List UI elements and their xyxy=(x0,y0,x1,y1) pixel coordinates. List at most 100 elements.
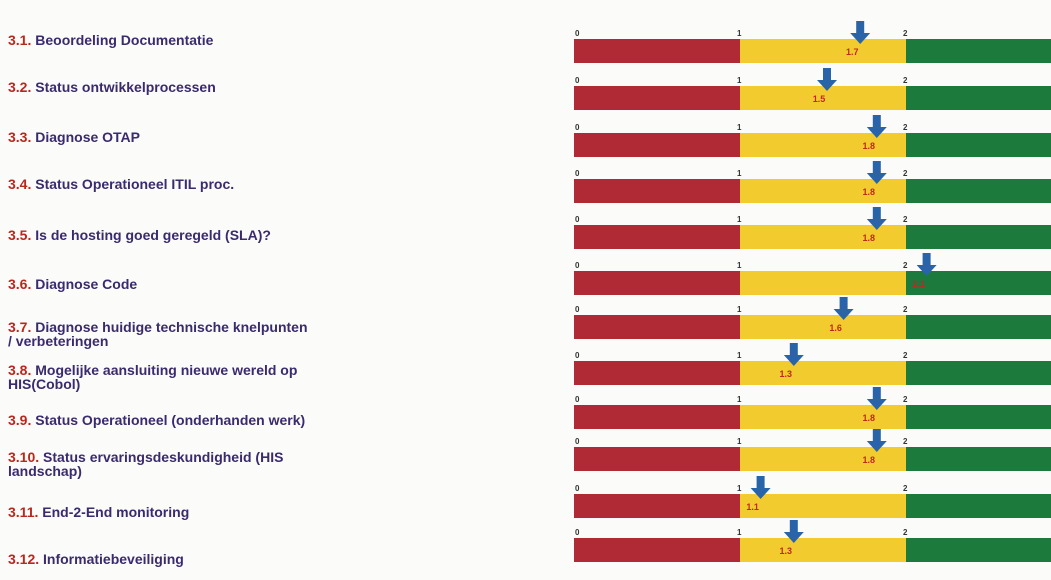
score-arrow-marker xyxy=(866,387,887,410)
tick-label: 2 xyxy=(903,76,908,85)
green-band xyxy=(906,179,1051,203)
tick-label: 2 xyxy=(903,169,908,178)
value-label: 1.3 xyxy=(780,369,793,379)
red-band xyxy=(574,86,740,110)
tick-label: 1 xyxy=(737,76,742,85)
score-row: 3.10. Status ervaringsdeskundigheid (HIS… xyxy=(8,429,1051,479)
red-band xyxy=(574,494,740,518)
green-band xyxy=(906,494,1051,518)
score-arrow-marker xyxy=(866,207,887,230)
row-label: 3.5. Is de hosting goed geregeld (SLA)? xyxy=(8,227,271,243)
tick-label: 2 xyxy=(903,261,908,270)
score-row: 3.5. Is de hosting goed geregeld (SLA)? 0… xyxy=(8,207,1051,249)
red-band xyxy=(574,315,740,339)
tick-label: 0 xyxy=(575,437,580,446)
value-label: 1.3 xyxy=(780,546,793,556)
tick-label: 1 xyxy=(737,305,742,314)
green-band xyxy=(906,133,1051,157)
red-band xyxy=(574,133,740,157)
tick-label: 1 xyxy=(737,123,742,132)
row-label: 3.1. Beoordeling Documentatie xyxy=(8,32,214,48)
tick-label: 0 xyxy=(575,261,580,270)
row-label-text: landschap) xyxy=(8,463,82,479)
row-label-text: HIS(Cobol) xyxy=(8,376,80,392)
score-row: 3.7. Diagnose huidige technische knelpun… xyxy=(8,297,1051,349)
row-label: 3.7. Diagnose huidige technische knelpun… xyxy=(8,319,308,335)
yellow-band xyxy=(740,447,906,471)
row-label: landschap) xyxy=(8,463,82,479)
value-label: 1.5 xyxy=(813,94,826,104)
score-row: 3.9. Status Operationeel (onderhanden we… xyxy=(8,387,1051,429)
row-label: 3.11. End-2-End monitoring xyxy=(8,504,189,520)
green-band xyxy=(906,361,1051,385)
tick-label: 0 xyxy=(575,528,580,537)
row-label-text: End-2-End monitoring xyxy=(42,504,189,520)
green-band xyxy=(906,86,1051,110)
row-label-text: Diagnose Code xyxy=(35,276,137,292)
tick-label: 2 xyxy=(903,437,908,446)
score-arrow-marker xyxy=(750,476,771,499)
yellow-band xyxy=(740,179,906,203)
tick-label: 0 xyxy=(575,395,580,404)
tick-label: 1 xyxy=(737,169,742,178)
value-label: 1.8 xyxy=(863,455,876,465)
row-label-text: Mogelijke aansluiting nieuwe wereld op xyxy=(35,362,297,378)
value-label: 1.8 xyxy=(863,187,876,197)
yellow-band xyxy=(740,133,906,157)
tick-label: 0 xyxy=(575,351,580,360)
row-label: 3.2. Status ontwikkelprocessen xyxy=(8,79,216,95)
score-row: 3.3. Diagnose OTAP 0 1 2 1.8 xyxy=(8,115,1051,157)
tick-label: 1 xyxy=(737,29,742,38)
row-number: 3.8. xyxy=(8,362,35,378)
row-label-text: Status Operationeel (onderhanden werk) xyxy=(35,412,305,428)
green-band xyxy=(906,39,1051,63)
tick-label: 0 xyxy=(575,76,580,85)
yellow-band xyxy=(740,225,906,249)
row-label: 3.10. Status ervaringsdeskundigheid (HIS xyxy=(8,449,283,465)
row-label: 3.12. Informatiebeveiliging xyxy=(8,551,184,567)
value-label: 1.7 xyxy=(846,47,859,57)
green-band xyxy=(906,538,1051,562)
yellow-band xyxy=(740,361,906,385)
row-label-text: Status Operationeel ITIL proc. xyxy=(35,176,234,192)
row-label: HIS(Cobol) xyxy=(8,376,80,392)
row-number: 3.10. xyxy=(8,449,43,465)
green-band xyxy=(906,447,1051,471)
tick-label: 1 xyxy=(737,437,742,446)
tick-label: 0 xyxy=(575,484,580,493)
row-number: 3.5. xyxy=(8,227,35,243)
tick-label: 0 xyxy=(575,169,580,178)
tick-label: 1 xyxy=(737,215,742,224)
row-number: 3.6. xyxy=(8,276,35,292)
value-label: 1.8 xyxy=(863,141,876,151)
yellow-band xyxy=(740,86,906,110)
green-band xyxy=(906,271,1051,295)
tick-label: 2 xyxy=(903,351,908,360)
score-row: 3.2. Status ontwikkelprocessen 0 1 2 1.5 xyxy=(8,68,1051,110)
red-band xyxy=(574,405,740,429)
tick-label: 0 xyxy=(575,215,580,224)
red-band xyxy=(574,271,740,295)
yellow-band xyxy=(740,39,906,63)
red-band xyxy=(574,447,740,471)
red-band xyxy=(574,361,740,385)
green-band xyxy=(906,315,1051,339)
tick-label: 1 xyxy=(737,395,742,404)
red-band xyxy=(574,225,740,249)
tick-label: 1 xyxy=(737,484,742,493)
row-number: 3.4. xyxy=(8,176,35,192)
tick-label: 0 xyxy=(575,123,580,132)
score-arrow-marker xyxy=(833,297,854,320)
tick-label: 1 xyxy=(737,528,742,537)
green-band xyxy=(906,225,1051,249)
value-label: 2.1 xyxy=(912,279,925,289)
red-band xyxy=(574,179,740,203)
yellow-band xyxy=(740,538,906,562)
yellow-band xyxy=(740,315,906,339)
tick-label: 2 xyxy=(903,215,908,224)
row-label-text: Status ontwikkelprocessen xyxy=(35,79,216,95)
row-label: 3.4. Status Operationeel ITIL proc. xyxy=(8,176,234,192)
row-number: 3.7. xyxy=(8,319,35,335)
score-arrow-marker xyxy=(866,161,887,184)
